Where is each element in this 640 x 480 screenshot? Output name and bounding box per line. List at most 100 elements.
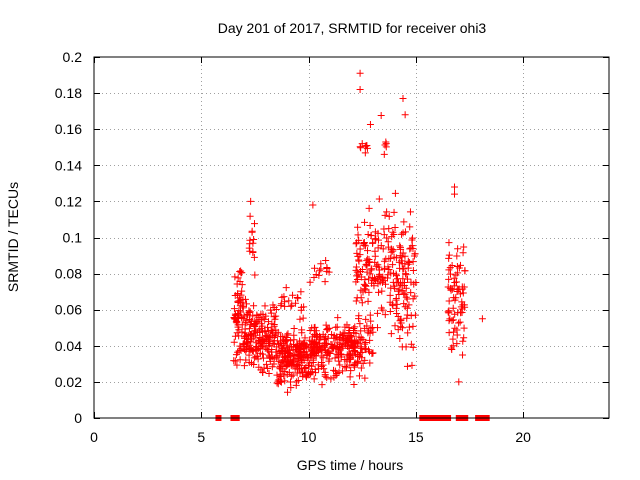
- data-point: [313, 343, 321, 351]
- data-point: [347, 367, 355, 375]
- data-point: [249, 347, 257, 355]
- data-point: [321, 278, 329, 286]
- data-point: [366, 270, 374, 278]
- data-point: [354, 231, 362, 239]
- data-point: [407, 289, 415, 297]
- data-point: [314, 344, 322, 352]
- data-point: [392, 272, 400, 280]
- data-point: [271, 331, 279, 339]
- data-point: [385, 212, 393, 220]
- data-point: [291, 365, 299, 373]
- data-point: [265, 369, 273, 377]
- data-point: [392, 254, 400, 262]
- data-point: [356, 320, 364, 328]
- data-point: [402, 284, 410, 292]
- y-tick-label: 0.08: [55, 266, 82, 282]
- data-point: [353, 294, 361, 302]
- data-point: [260, 364, 268, 372]
- data-point: [296, 342, 304, 350]
- data-point: [361, 356, 369, 364]
- data-point: [384, 243, 392, 251]
- data-point: [234, 348, 242, 356]
- y-tick-label: 0.14: [55, 157, 82, 173]
- data-point: [322, 340, 330, 348]
- data-point: [374, 324, 382, 332]
- data-point: [287, 360, 295, 368]
- data-point: [381, 311, 389, 319]
- data-point: [313, 332, 321, 340]
- data-point: [411, 250, 419, 258]
- data-point: [237, 308, 245, 316]
- data-point: [300, 356, 308, 364]
- data-point: [397, 257, 405, 265]
- data-point: [252, 339, 260, 347]
- data-point: [377, 273, 385, 281]
- data-point: [250, 253, 258, 261]
- data-point: [241, 334, 249, 342]
- data-point: [251, 331, 259, 339]
- data-point: [293, 369, 301, 377]
- y-tick-label: 0.02: [55, 374, 82, 390]
- data-point: [397, 316, 405, 324]
- data-point: [371, 252, 379, 260]
- data-point: [367, 232, 375, 240]
- data-point: [445, 317, 453, 325]
- data-point: [445, 254, 453, 262]
- data-point: [347, 355, 355, 363]
- data-point: [409, 234, 417, 242]
- data-point: [253, 312, 261, 320]
- data-point: [243, 300, 251, 308]
- data-point: [357, 273, 365, 281]
- data-point: [281, 298, 289, 306]
- data-point: [405, 258, 413, 266]
- data-point: [374, 261, 382, 269]
- data-point: [365, 288, 373, 296]
- data-point: [357, 343, 365, 351]
- y-tick-label: 0.18: [55, 85, 82, 101]
- data-point: [292, 299, 300, 307]
- data-point: [387, 248, 395, 256]
- x-tick-label: 10: [301, 429, 317, 445]
- data-point: [346, 342, 354, 350]
- data-point: [354, 357, 362, 365]
- data-point: [353, 272, 361, 280]
- data-point: [275, 363, 283, 371]
- data-point: [325, 268, 333, 276]
- data-point: [389, 247, 397, 255]
- data-point: [230, 305, 238, 313]
- data-point: [241, 295, 249, 303]
- data-point: [282, 284, 290, 292]
- data-point: [350, 361, 358, 369]
- data-point: [277, 302, 285, 310]
- data-point: [322, 256, 330, 264]
- data-point: [398, 230, 406, 238]
- data-point: [328, 344, 336, 352]
- data-point: [250, 354, 258, 362]
- data-point: [445, 297, 453, 305]
- data-point: [398, 253, 406, 261]
- data-point: [311, 264, 319, 272]
- data-point: [396, 252, 404, 260]
- data-point: [459, 351, 467, 359]
- data-point: [391, 189, 399, 197]
- data-point: [366, 359, 374, 367]
- data-point: [277, 333, 285, 341]
- data-point: [241, 329, 249, 337]
- data-point: [402, 343, 410, 351]
- data-point: [455, 378, 463, 386]
- data-point: [356, 69, 364, 77]
- y-tick-label: 0.12: [55, 193, 82, 209]
- data-point: [366, 222, 374, 230]
- data-point: [331, 354, 339, 362]
- data-point: [403, 311, 411, 319]
- data-point: [330, 373, 338, 381]
- data-point: [461, 303, 469, 311]
- data-point: [235, 347, 243, 355]
- data-point: [355, 353, 363, 361]
- data-point: [341, 363, 349, 371]
- data-point: [264, 318, 272, 326]
- data-point: [449, 335, 457, 343]
- data-point: [308, 368, 316, 376]
- data-point: [287, 372, 295, 380]
- data-point: [321, 339, 329, 347]
